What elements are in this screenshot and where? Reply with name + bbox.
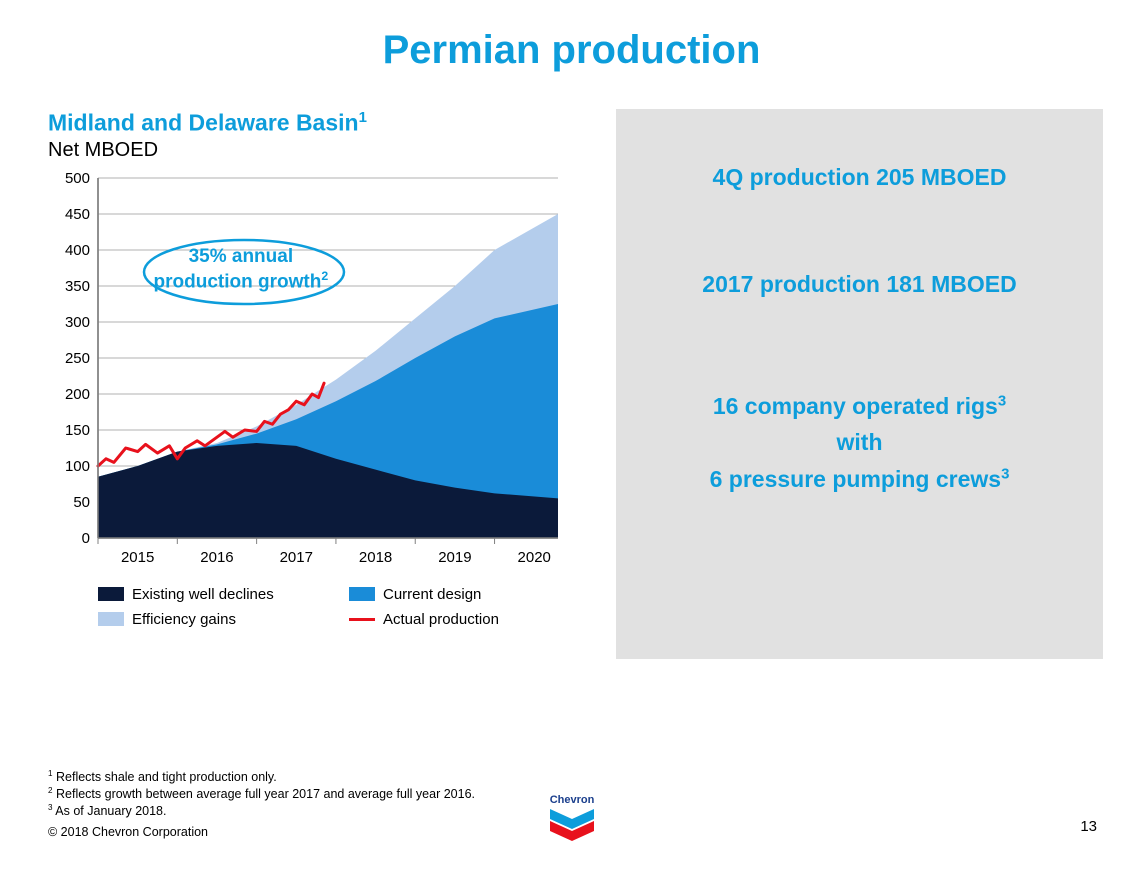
chart-title-sup: 1: [359, 109, 367, 126]
chart-legend: Existing well declines Current design Ef…: [98, 586, 588, 628]
svg-text:100: 100: [65, 458, 90, 475]
footnote: 3 As of January 2018.: [48, 803, 475, 820]
highlight-sup: 3: [1001, 466, 1009, 483]
svg-text:0: 0: [82, 530, 90, 547]
area-chart: 0 50 100 150 200 250 300 350 400 450 500 2015 2016 20…: [48, 168, 568, 578]
content-row: Midland and Delaware Basin1 Net MBOED 0 5…: [0, 73, 1143, 659]
svg-text:300: 300: [65, 314, 90, 331]
highlight-line: 16 company operated rigs: [713, 393, 998, 419]
svg-text:200: 200: [65, 386, 90, 403]
svg-text:2018: 2018: [359, 549, 392, 566]
highlight-text: 16 company operated rigs3 with 6 pressur…: [638, 388, 1081, 498]
legend-swatch-icon: [349, 618, 375, 621]
highlight-sup: 3: [998, 392, 1006, 409]
highlight-line: 6 pressure pumping crews: [710, 466, 1001, 492]
chevron-logo-icon: Chevron: [544, 791, 600, 847]
highlights-panel: 4Q production 205 MBOED 2017 production …: [616, 109, 1103, 659]
svg-text:2016: 2016: [200, 549, 233, 566]
footnote: 1 Reflects shale and tight production on…: [48, 769, 475, 786]
legend-label: Existing well declines: [132, 586, 274, 603]
page-number: 13: [1080, 818, 1097, 835]
svg-text:50: 50: [73, 494, 90, 511]
svg-text:150: 150: [65, 422, 90, 439]
copyright: © 2018 Chevron Corporation: [48, 824, 475, 841]
legend-item: Actual production: [349, 611, 588, 628]
legend-swatch-icon: [98, 587, 124, 601]
footnote: 2 Reflects growth between average full y…: [48, 786, 475, 803]
highlight-text: 4Q production 205 MBOED: [638, 159, 1081, 196]
legend-item: Current design: [349, 586, 588, 603]
svg-text:2017: 2017: [280, 549, 313, 566]
chart-title: Midland and Delaware Basin1: [48, 109, 588, 137]
legend-swatch-icon: [98, 612, 124, 626]
legend-label: Efficiency gains: [132, 611, 236, 628]
svg-text:2020: 2020: [518, 549, 551, 566]
svg-text:2015: 2015: [121, 549, 154, 566]
svg-text:350: 350: [65, 278, 90, 295]
legend-swatch-icon: [349, 587, 375, 601]
chart-container: 0 50 100 150 200 250 300 350 400 450 500 2015 2016 20…: [48, 168, 588, 578]
footnotes: 1 Reflects shale and tight production on…: [48, 769, 475, 841]
legend-item: Efficiency gains: [98, 611, 337, 628]
chart-title-text: Midland and Delaware Basin: [48, 110, 359, 136]
svg-text:2019: 2019: [438, 549, 471, 566]
legend-label: Current design: [383, 586, 481, 603]
svg-text:Chevron: Chevron: [549, 794, 594, 806]
slide-title: Permian production: [0, 0, 1143, 73]
svg-text:250: 250: [65, 350, 90, 367]
chart-subtitle: Net MBOED: [48, 139, 588, 162]
legend-label: Actual production: [383, 611, 499, 628]
highlight-text: 2017 production 181 MBOED: [638, 266, 1081, 303]
svg-text:500: 500: [65, 170, 90, 187]
legend-item: Existing well declines: [98, 586, 337, 603]
svg-text:450: 450: [65, 206, 90, 223]
chart-column: Midland and Delaware Basin1 Net MBOED 0 5…: [48, 109, 588, 659]
svg-text:400: 400: [65, 242, 90, 259]
chevron-logo: Chevron: [544, 791, 600, 847]
highlight-line: with: [837, 429, 883, 455]
